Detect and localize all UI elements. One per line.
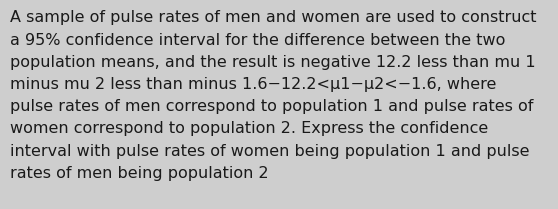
Text: A sample of pulse rates of men and women are used to construct
a 95% confidence : A sample of pulse rates of men and women…	[10, 10, 537, 181]
